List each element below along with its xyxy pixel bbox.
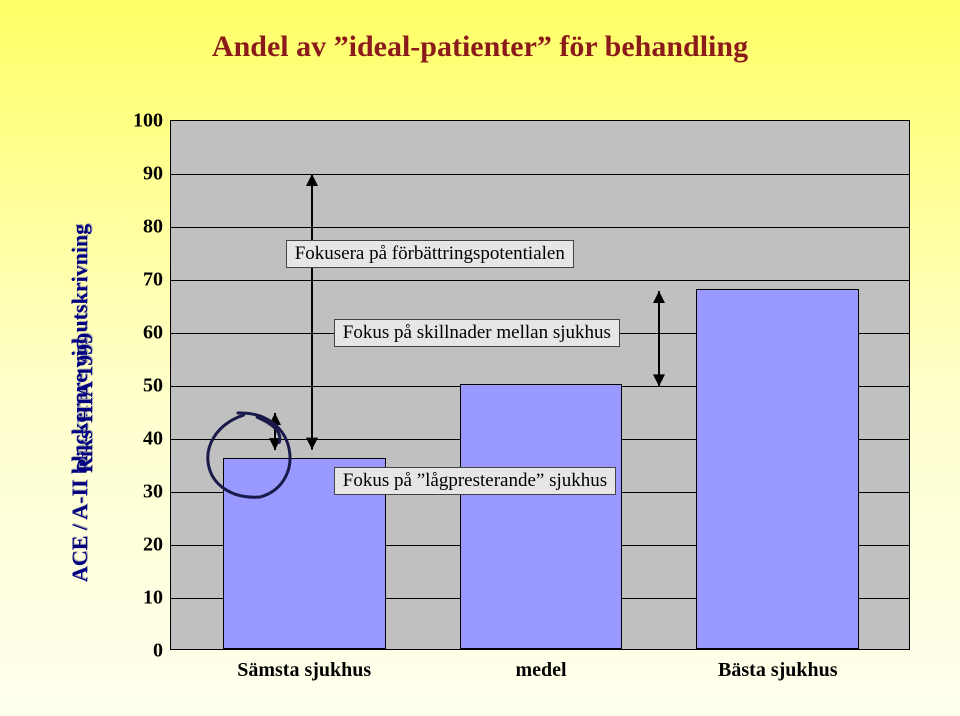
x-tick-label: Sämsta sjukhus bbox=[237, 659, 371, 682]
gridline bbox=[171, 227, 909, 228]
y-tick-label: 80 bbox=[143, 216, 163, 239]
annotation-box: Fokus på skillnader mellan sjukhus bbox=[334, 319, 620, 347]
y-tick-label: 100 bbox=[133, 110, 163, 133]
chart-title: Andel av ”ideal-patienter” för behandlin… bbox=[0, 30, 960, 64]
annotation-box: Fokusera på förbättringspotentialen bbox=[286, 240, 574, 268]
y-tick-label: 70 bbox=[143, 269, 163, 292]
double-arrow-icon bbox=[297, 164, 327, 460]
chart-plot-area: 0102030405060708090100Sämsta sjukhusmede… bbox=[170, 120, 910, 650]
y-tick-label: 40 bbox=[143, 428, 163, 451]
y-tick-label: 90 bbox=[143, 163, 163, 186]
y-tick-label: 10 bbox=[143, 587, 163, 610]
double-arrow-icon bbox=[260, 403, 290, 460]
bar bbox=[696, 289, 859, 649]
y-tick-label: 60 bbox=[143, 322, 163, 345]
x-tick-label: medel bbox=[515, 659, 566, 682]
gridline bbox=[171, 174, 909, 175]
bar bbox=[460, 384, 623, 649]
y-tick-label: 50 bbox=[143, 375, 163, 398]
y-tick-label: 20 bbox=[143, 534, 163, 557]
y-axis-label-sub: Riks-HIA 1999 bbox=[72, 273, 98, 533]
y-axis-label-group: ACE / A-II blockerare vid utskrivning Ri… bbox=[50, 120, 90, 676]
y-tick-label: 0 bbox=[153, 640, 163, 663]
annotation-box: Fokus på ”lågpresterande” sjukhus bbox=[334, 467, 616, 495]
double-arrow-icon bbox=[644, 281, 674, 396]
gridline bbox=[171, 280, 909, 281]
y-tick-label: 30 bbox=[143, 481, 163, 504]
x-tick-label: Bästa sjukhus bbox=[718, 659, 838, 682]
